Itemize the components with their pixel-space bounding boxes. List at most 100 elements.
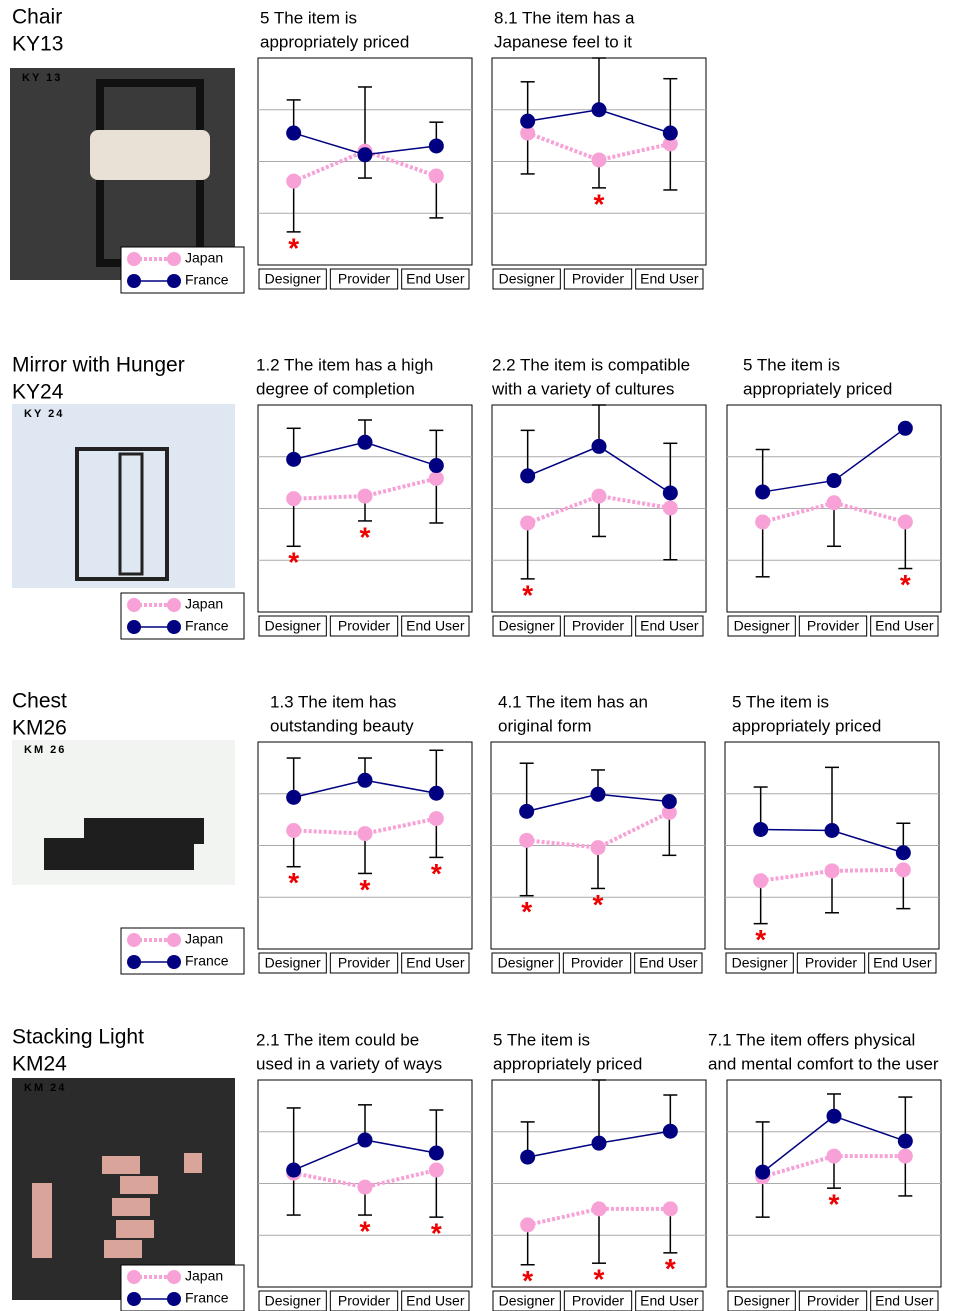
x-tick-label: Provider [338, 955, 390, 971]
series-marker [358, 773, 373, 788]
series-marker [753, 873, 768, 888]
x-tick-label: Designer [265, 618, 321, 634]
series-marker [827, 495, 842, 510]
significance-mark: * [829, 1189, 840, 1220]
series-marker [286, 174, 301, 189]
x-tick-label: End User [406, 618, 465, 634]
x-tick-label: End User [640, 1293, 699, 1309]
chart-title: 8.1 The item has a [494, 8, 635, 27]
chart-title: appropriately priced [493, 1054, 642, 1073]
series-marker [755, 514, 770, 529]
legend-marker [127, 252, 141, 266]
significance-mark: * [360, 1215, 371, 1246]
series-marker [286, 452, 301, 467]
series-marker [663, 1201, 678, 1216]
x-tick-label: End User [406, 955, 465, 971]
legend-label: Japan [185, 250, 223, 266]
series-marker [358, 1180, 373, 1195]
series-marker [753, 822, 768, 837]
x-tick-label: Provider [572, 618, 624, 634]
light-column [32, 1183, 52, 1258]
significance-mark: * [360, 521, 371, 552]
x-tick-label: Designer [265, 1293, 321, 1309]
x-tick-label: End User [640, 618, 699, 634]
chart-title: Japanese feel to it [494, 32, 632, 51]
series-marker [825, 823, 840, 838]
x-tick-label: End User [873, 955, 932, 971]
product-photo [12, 404, 235, 588]
chart-title: appropriately priced [260, 32, 409, 51]
legend-label: Japan [185, 931, 223, 947]
series-marker [429, 786, 444, 801]
series-marker [898, 421, 913, 436]
x-tick-label: Provider [338, 1293, 390, 1309]
series-marker [358, 435, 373, 450]
significance-mark: * [431, 858, 442, 889]
series-marker [663, 1124, 678, 1139]
series-marker [358, 147, 373, 162]
significance-mark: * [521, 896, 532, 927]
series-marker [591, 840, 606, 855]
legend-label: France [185, 1290, 229, 1306]
chair-seat [90, 130, 210, 180]
figure: ChairKY13KY 13JapanFranceMirror with Hun… [0, 0, 978, 1311]
chart-title: with a variety of cultures [491, 379, 674, 398]
series-marker [429, 811, 444, 826]
x-tick-label: Designer [499, 271, 555, 287]
x-tick-label: End User [640, 271, 699, 287]
x-tick-label: Provider [571, 955, 623, 971]
legend-label: France [185, 953, 229, 969]
legend-marker [167, 1292, 181, 1306]
series-marker [896, 862, 911, 877]
significance-mark: * [360, 874, 371, 905]
chart-title: 1.3 The item has [270, 692, 396, 711]
x-tick-label: End User [639, 955, 698, 971]
series-marker [520, 1217, 535, 1232]
product-name: Mirror with Hunger [12, 354, 185, 377]
chart-title: 5 The item is [732, 692, 829, 711]
series-marker [286, 126, 301, 141]
legend-marker [127, 274, 141, 288]
product-name: Stacking Light [12, 1026, 144, 1049]
legend-marker [127, 1270, 141, 1284]
significance-mark: * [288, 547, 299, 578]
series-marker [520, 1150, 535, 1165]
series-marker [592, 152, 607, 167]
product-code: KM24 [12, 1053, 67, 1076]
chart-title: 4.1 The item has an [498, 692, 648, 711]
series-marker [592, 102, 607, 117]
photo-label: KM 24 [24, 1082, 66, 1094]
x-tick-label: Provider [338, 618, 390, 634]
x-tick-label: Designer [734, 1293, 790, 1309]
significance-mark: * [288, 232, 299, 263]
legend-marker [167, 933, 181, 947]
significance-mark: * [594, 188, 605, 219]
legend-marker [127, 1292, 141, 1306]
x-tick-label: Designer [732, 955, 788, 971]
product-code: KY13 [12, 33, 63, 56]
series-marker [592, 439, 607, 454]
series-marker [520, 114, 535, 129]
significance-mark: * [288, 867, 299, 898]
x-tick-label: Designer [265, 271, 321, 287]
x-tick-label: Designer [499, 618, 555, 634]
series-marker [519, 833, 534, 848]
photo-label: KY 13 [22, 72, 62, 84]
x-tick-label: Provider [805, 955, 857, 971]
significance-mark: * [431, 1218, 442, 1249]
light-block [116, 1220, 154, 1238]
chart-title: original form [498, 716, 592, 735]
light-block [104, 1240, 142, 1258]
series-marker [429, 1145, 444, 1160]
series-marker [896, 845, 911, 860]
significance-mark: * [900, 569, 911, 600]
significance-mark: * [755, 924, 766, 955]
series-marker [663, 500, 678, 515]
series-marker [286, 823, 301, 838]
series-marker [827, 1149, 842, 1164]
x-tick-label: Designer [265, 955, 321, 971]
x-tick-label: Designer [498, 955, 554, 971]
series-marker [358, 1133, 373, 1148]
series-marker [286, 790, 301, 805]
x-tick-label: Provider [572, 1293, 624, 1309]
